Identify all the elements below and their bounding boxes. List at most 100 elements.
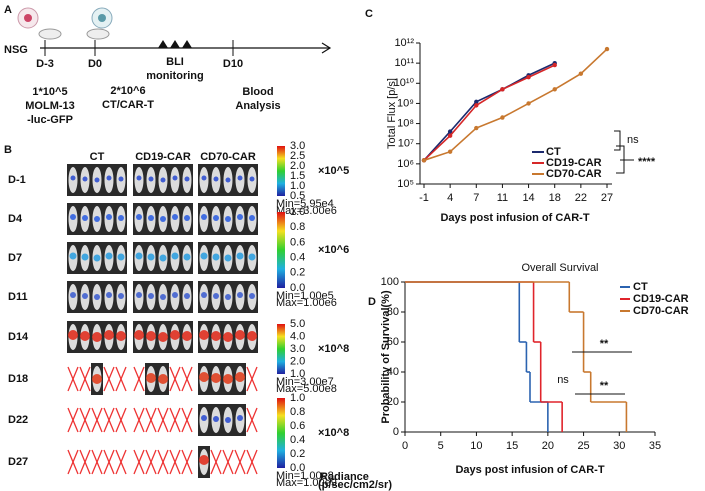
y-tick-label: 20 — [387, 396, 399, 408]
bli-signal — [135, 252, 143, 260]
point — [474, 99, 479, 105]
bli-signal — [237, 214, 243, 220]
bli-signal — [70, 214, 76, 220]
point — [552, 87, 557, 92]
colorbar-label: 1.0 — [290, 206, 305, 218]
bli-signal — [159, 254, 167, 262]
bli-signal — [134, 330, 144, 340]
y-tick-label: 100 — [381, 276, 399, 288]
y-tick-label: 10¹² — [394, 37, 414, 49]
dead-mark — [169, 407, 181, 433]
bli-signal — [136, 214, 142, 220]
monitoring: monitoring — [146, 70, 203, 82]
y-axis-label: Probability of Survival(%) — [380, 290, 392, 424]
bli-signal — [201, 292, 207, 298]
legend-label: CT — [633, 281, 648, 293]
tumor-line: MOLM-13 — [25, 100, 75, 112]
colorbar-label: 4.0 — [290, 330, 305, 342]
bli-signal — [184, 215, 190, 221]
dead-mark — [91, 449, 103, 475]
dead-mark — [169, 449, 181, 475]
colorbar-label: 1.0 — [290, 368, 305, 380]
colorbar-label: 0.4 — [290, 252, 305, 264]
colorbar-max: Max=1.00e9 — [276, 477, 337, 489]
y-tick-label: 10⁹ — [397, 97, 414, 109]
colorbar-min: Min=1.00e5 — [276, 290, 334, 302]
dead-mark — [91, 407, 103, 433]
bli-signal — [68, 330, 78, 340]
dead-mark — [79, 407, 91, 433]
point — [500, 87, 505, 92]
cell-type: CT/CAR-T — [102, 99, 154, 111]
bli-signal — [104, 330, 114, 340]
timepoint: D-3 — [36, 58, 54, 70]
mouse-icon — [86, 28, 110, 40]
dead-mark — [222, 449, 234, 475]
bracket — [614, 130, 621, 151]
dead-mark — [67, 407, 79, 433]
bli-signal — [201, 415, 207, 421]
colorbar-max: Max=1.00e6 — [276, 297, 337, 309]
colorbar-max: Max=5.00e8 — [276, 383, 337, 395]
y-tick-label: 0 — [393, 426, 399, 438]
legend-label: CD70-CAR — [633, 305, 689, 317]
day-label: D-1 — [8, 174, 26, 186]
panel-label: A — [4, 4, 12, 16]
dead-mark — [115, 407, 127, 433]
bli-marker — [182, 40, 192, 48]
bli-signal — [81, 253, 89, 261]
bli-signal — [118, 176, 124, 182]
dead-mark — [246, 449, 258, 475]
bli-signal — [70, 175, 76, 181]
colorbar-label: 0.6 — [290, 420, 305, 432]
group-label: CD70-CAR — [200, 151, 256, 163]
bli-signal — [223, 374, 233, 384]
x-tick-label: 30 — [613, 440, 625, 452]
endpoint: Analysis — [235, 100, 280, 112]
x-tick-label: 18 — [549, 192, 561, 204]
point — [447, 149, 453, 154]
bli-signal — [225, 177, 231, 183]
colorbar-min: Min=3.00e7 — [276, 376, 334, 388]
y-tick-label: 60 — [387, 336, 399, 348]
colorbar-label: 0.6 — [290, 236, 305, 248]
bli-signal — [235, 330, 245, 340]
series-line — [423, 64, 556, 161]
colorbar-label: 0.5 — [290, 190, 305, 202]
bli-signal — [249, 215, 255, 221]
bli-signal — [92, 332, 102, 342]
day-label: D22 — [8, 414, 28, 426]
x-tick-label: 20 — [542, 440, 554, 452]
x-axis-label: Days post infusion of CAR-T — [440, 212, 589, 224]
colorbar-label: 5.0 — [290, 318, 305, 330]
bli-signal — [94, 294, 100, 300]
bli-signal — [158, 374, 168, 384]
colorbar — [277, 324, 285, 374]
dead-mark — [210, 449, 222, 475]
bli-signal — [199, 372, 209, 382]
annotation: ** — [600, 338, 609, 350]
radiance-label: Radiance — [320, 471, 369, 483]
colorbar-label: 0.8 — [290, 221, 305, 233]
panel-label: B — [4, 144, 12, 156]
day-label: D11 — [8, 291, 28, 303]
point — [500, 115, 505, 120]
dead-mark — [157, 449, 169, 475]
x-tick-label: -1 — [419, 192, 429, 204]
colorbar-label: 0.2 — [290, 267, 305, 279]
point — [526, 75, 531, 80]
dead-mark — [115, 366, 127, 392]
dead-mark — [115, 449, 127, 475]
bli-signal — [70, 292, 76, 298]
y-tick-label: 10¹⁰ — [394, 77, 415, 89]
x-tick-label: 0 — [402, 440, 408, 452]
dead-mark — [103, 407, 115, 433]
colorbar-label: 1.0 — [290, 180, 305, 192]
bli-signal — [93, 254, 101, 262]
point — [474, 125, 479, 131]
bli-signal — [116, 331, 126, 341]
bli-signal — [213, 215, 219, 221]
x-tick-label: 35 — [649, 440, 661, 452]
